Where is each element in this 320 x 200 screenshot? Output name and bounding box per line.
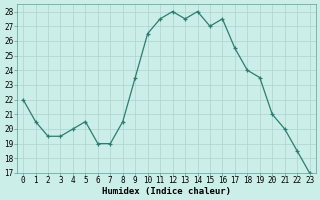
X-axis label: Humidex (Indice chaleur): Humidex (Indice chaleur) bbox=[102, 187, 231, 196]
